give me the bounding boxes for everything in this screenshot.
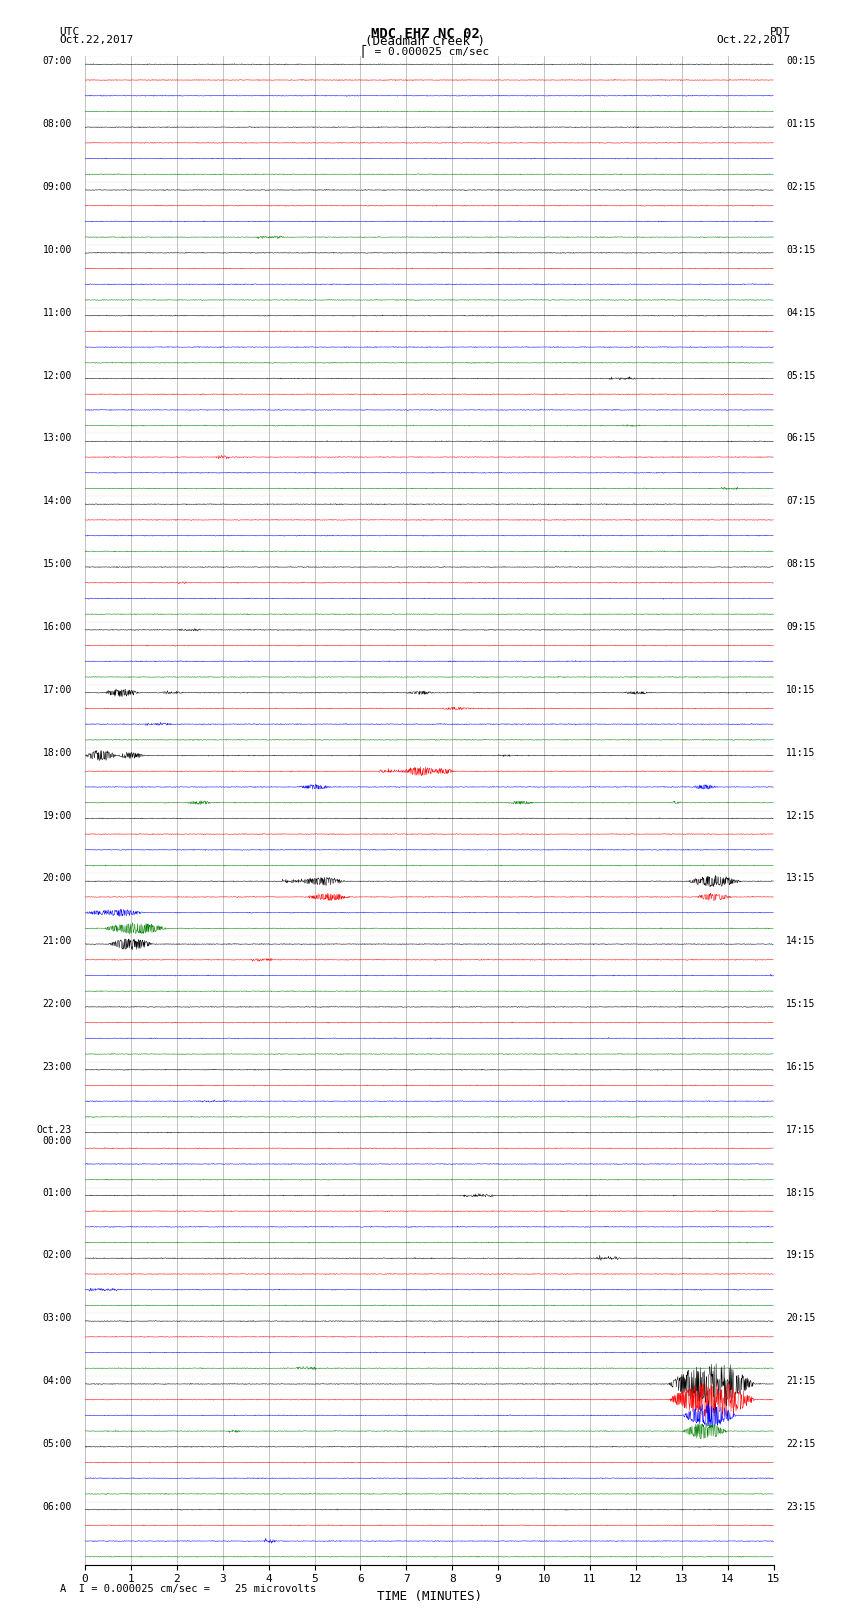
Text: 19:15: 19:15 [786,1250,816,1260]
Text: 06:15: 06:15 [786,434,816,444]
Text: 14:15: 14:15 [786,936,816,947]
Text: 01:15: 01:15 [786,119,816,129]
Text: 21:00: 21:00 [42,936,72,947]
Text: 05:15: 05:15 [786,371,816,381]
Text: 07:00: 07:00 [42,56,72,66]
Text: 11:15: 11:15 [786,748,816,758]
Text: MDC EHZ NC 02: MDC EHZ NC 02 [371,27,479,42]
Text: 08:15: 08:15 [786,560,816,569]
Text: 23:00: 23:00 [42,1061,72,1073]
Text: 13:00: 13:00 [42,434,72,444]
Text: 12:15: 12:15 [786,811,816,821]
Text: 08:00: 08:00 [42,119,72,129]
Text: 20:00: 20:00 [42,873,72,884]
Text: 09:00: 09:00 [42,182,72,192]
Text: 05:00: 05:00 [42,1439,72,1448]
Text: 21:15: 21:15 [786,1376,816,1386]
Text: A  I = 0.000025 cm/sec =    25 microvolts: A I = 0.000025 cm/sec = 25 microvolts [60,1584,315,1594]
Text: 19:00: 19:00 [42,811,72,821]
Text: 01:00: 01:00 [42,1187,72,1197]
Text: Oct.22,2017: Oct.22,2017 [60,35,133,45]
Text: 18:00: 18:00 [42,748,72,758]
Text: 10:15: 10:15 [786,686,816,695]
Text: 20:15: 20:15 [786,1313,816,1323]
Text: ⎡ = 0.000025 cm/sec: ⎡ = 0.000025 cm/sec [361,44,489,56]
Text: 03:15: 03:15 [786,245,816,255]
Text: 14:00: 14:00 [42,497,72,506]
Text: 18:15: 18:15 [786,1187,816,1197]
Text: 03:00: 03:00 [42,1313,72,1323]
Text: 22:00: 22:00 [42,998,72,1010]
Text: 23:15: 23:15 [786,1502,816,1511]
Text: Oct.23
00:00: Oct.23 00:00 [37,1124,72,1147]
Text: 12:00: 12:00 [42,371,72,381]
Text: 04:00: 04:00 [42,1376,72,1386]
Text: 09:15: 09:15 [786,623,816,632]
Text: 11:00: 11:00 [42,308,72,318]
Text: (Deadman Creek ): (Deadman Creek ) [365,35,485,48]
Text: PDT: PDT [770,27,790,37]
Text: 17:00: 17:00 [42,686,72,695]
Text: 10:00: 10:00 [42,245,72,255]
Text: 07:15: 07:15 [786,497,816,506]
Text: 13:15: 13:15 [786,873,816,884]
Text: 04:15: 04:15 [786,308,816,318]
Text: 16:00: 16:00 [42,623,72,632]
Text: 15:15: 15:15 [786,998,816,1010]
Text: UTC: UTC [60,27,80,37]
Text: 22:15: 22:15 [786,1439,816,1448]
Text: 06:00: 06:00 [42,1502,72,1511]
Text: Oct.22,2017: Oct.22,2017 [717,35,790,45]
X-axis label: TIME (MINUTES): TIME (MINUTES) [377,1590,482,1603]
Text: 17:15: 17:15 [786,1124,816,1134]
Text: 00:15: 00:15 [786,56,816,66]
Text: 02:15: 02:15 [786,182,816,192]
Text: 02:00: 02:00 [42,1250,72,1260]
Text: 15:00: 15:00 [42,560,72,569]
Text: 16:15: 16:15 [786,1061,816,1073]
